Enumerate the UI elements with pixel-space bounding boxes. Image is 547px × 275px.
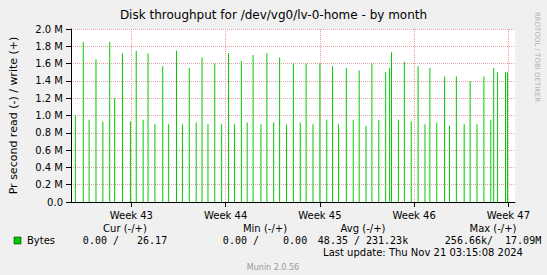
svg-text:Week 46: Week 46	[392, 210, 435, 221]
svg-text:Bytes: Bytes	[27, 235, 55, 246]
svg-text:Avg (-/+): Avg (-/+)	[341, 223, 386, 234]
svg-text:0.8 M: 0.8 M	[35, 127, 63, 138]
svg-text:1.8 M: 1.8 M	[35, 41, 63, 52]
svg-text:Week 44: Week 44	[204, 210, 247, 221]
svg-text:0.00 / 0.00: 0.00 / 0.00	[223, 235, 307, 246]
svg-text:Cur (-/+): Cur (-/+)	[103, 223, 147, 234]
svg-text:Max (-/+): Max (-/+)	[469, 223, 516, 234]
svg-text:0.00 / 26.17: 0.00 / 26.17	[83, 235, 167, 246]
svg-text:Last update: Thu Nov 21 03:15:: Last update: Thu Nov 21 03:15:08 2024	[323, 247, 523, 258]
svg-text:1.6 M: 1.6 M	[35, 58, 63, 69]
svg-text:Week 45: Week 45	[298, 210, 341, 221]
svg-text:0.6 M: 0.6 M	[35, 145, 63, 156]
svg-text:0.0: 0.0	[47, 197, 63, 208]
svg-text:Munin 2.0.56: Munin 2.0.56	[247, 263, 299, 272]
svg-text:Min (-/+): Min (-/+)	[243, 223, 287, 234]
svg-text:1.2 M: 1.2 M	[35, 93, 63, 104]
svg-text:Week 43: Week 43	[110, 210, 153, 221]
svg-text:48.35 / 231.23k: 48.35 / 231.23k	[318, 235, 408, 246]
svg-text:256.66k/ 17.09M: 256.66k/ 17.09M	[445, 235, 541, 246]
svg-text:RRDTOOL / TOBI OETIKER: RRDTOOL / TOBI OETIKER	[533, 12, 541, 102]
svg-text:1.4 M: 1.4 M	[35, 75, 63, 86]
svg-text:0.2 M: 0.2 M	[35, 179, 63, 190]
svg-text:Week 47: Week 47	[487, 210, 530, 221]
svg-text:Disk throughput for /dev/vg0/l: Disk throughput for /dev/vg0/lv-0-home -…	[120, 8, 427, 22]
svg-text:Pr second read (-) / write (+): Pr second read (-) / write (+)	[7, 37, 20, 195]
svg-text:2.0 M: 2.0 M	[35, 24, 63, 35]
svg-text:1.0 M: 1.0 M	[35, 110, 63, 121]
svg-text:0.4 M: 0.4 M	[35, 162, 63, 173]
